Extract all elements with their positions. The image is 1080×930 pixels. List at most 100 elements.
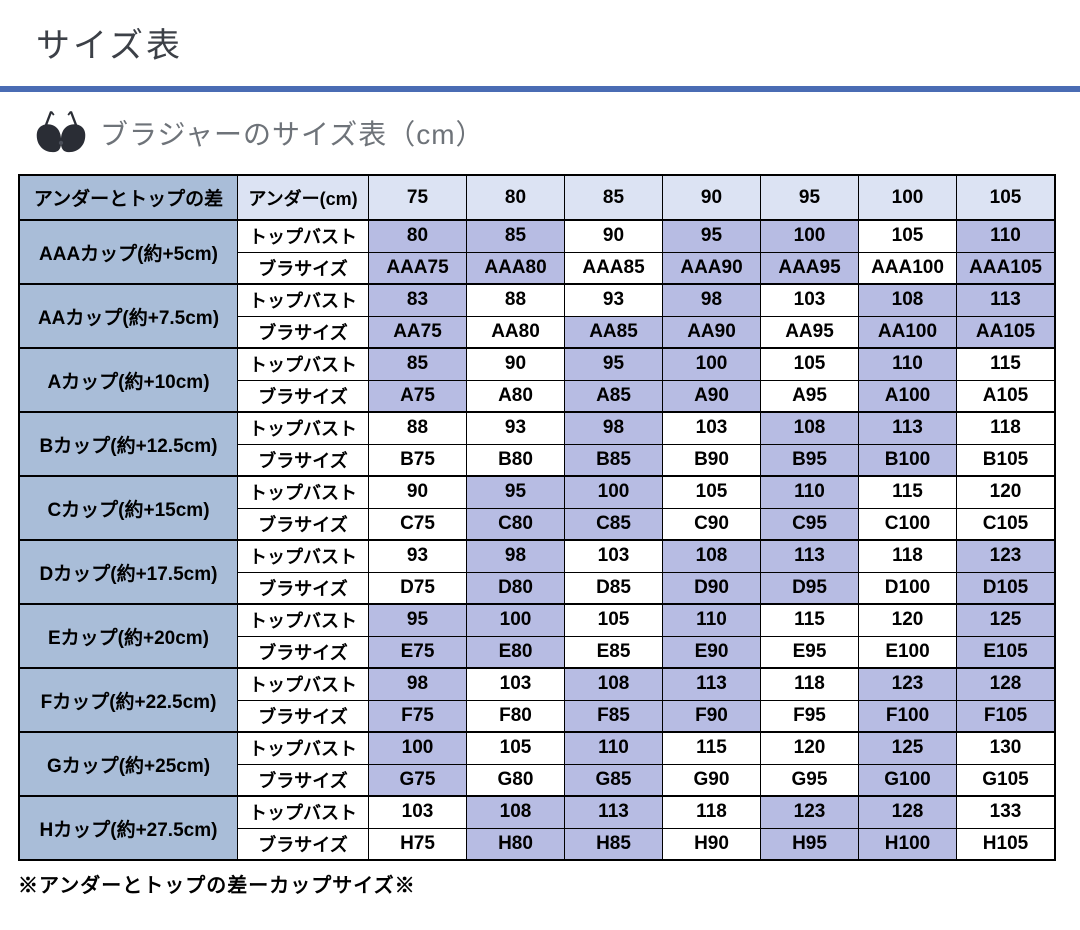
- table-row: ブラサイズ F75 F80 F85 F90 F95 F100 F105: [19, 699, 1056, 733]
- top-bust-cell: 120: [760, 731, 859, 765]
- row-label-top-bust: トップバスト: [237, 795, 369, 829]
- top-bust-cell: 128: [956, 667, 1056, 701]
- bra-size-cell: AAA105: [956, 251, 1056, 285]
- top-bust-cell: 98: [564, 411, 663, 445]
- bra-size-cell: C80: [466, 507, 565, 541]
- top-bust-cell: 105: [760, 347, 859, 381]
- bra-size-cell: C105: [956, 507, 1056, 541]
- bra-size-cell: C90: [662, 507, 761, 541]
- cup-label: Cカップ(約+15cm): [18, 475, 238, 541]
- bra-size-cell: E80: [466, 635, 565, 669]
- bra-size-cell: E95: [760, 635, 859, 669]
- bra-size-cell: D105: [956, 571, 1056, 605]
- cup-label: AAカップ(約+7.5cm): [18, 283, 238, 349]
- under-size-header-105: 105: [956, 174, 1056, 221]
- table-row: Cカップ(約+15cm) トップバスト 90 95 100 105 110 115 120: [18, 475, 1056, 541]
- table-row: ブラサイズ B75 B80 B85 B90 B95 B100 B105: [19, 443, 1056, 477]
- table-row: Eカップ(約+20cm) トップバスト 95 100 105 110 115 120 125: [18, 603, 1056, 669]
- table-row: Gカップ(約+25cm) トップバスト 100 105 110 115 120 125 130: [18, 731, 1056, 797]
- cup-label: Gカップ(約+25cm): [18, 731, 238, 797]
- bra-size-cell: D85: [564, 571, 663, 605]
- bra-size-cell: H75: [368, 827, 467, 861]
- page-title: サイズ表: [36, 27, 183, 65]
- table-header-row: アンダーとトップの差 アンダー(cm) 75 80 85 90 95 100 105: [18, 174, 1056, 221]
- top-bust-cell: 93: [466, 411, 565, 445]
- bra-size-cell: A105: [956, 379, 1056, 413]
- top-bust-cell: 100: [466, 603, 565, 637]
- bra-size-cell: B95: [760, 443, 859, 477]
- top-bust-cell: 120: [956, 475, 1056, 509]
- row-label-bra-size: ブラサイズ: [237, 571, 369, 605]
- bra-size-cell: A95: [760, 379, 859, 413]
- top-bust-cell: 93: [564, 283, 663, 317]
- row-label-top-bust: トップバスト: [237, 347, 369, 381]
- top-bust-cell: 103: [662, 411, 761, 445]
- table-row: Aカップ(約+10cm) トップバスト 85 90 95 100 105 110 115: [18, 347, 1056, 413]
- bra-size-cell: H100: [858, 827, 957, 861]
- top-bust-cell: 118: [760, 667, 859, 701]
- bra-size-cell: B90: [662, 443, 761, 477]
- bra-size-cell: AAA75: [368, 251, 467, 285]
- top-bust-cell: 100: [564, 475, 663, 509]
- top-bust-cell: 103: [368, 795, 467, 829]
- bra-size-cell: E85: [564, 635, 663, 669]
- footnote: ※アンダーとトップの差ーカップサイズ※: [18, 875, 416, 897]
- row-label-bra-size: ブラサイズ: [237, 699, 369, 733]
- bra-size-cell: H80: [466, 827, 565, 861]
- top-bust-cell: 105: [564, 603, 663, 637]
- top-bust-cell: 108: [466, 795, 565, 829]
- top-bust-cell: 103: [564, 539, 663, 573]
- top-bust-cell: 110: [564, 731, 663, 765]
- top-bust-cell: 125: [858, 731, 957, 765]
- top-bust-cell: 85: [466, 219, 565, 253]
- bra-size-cell: AAA100: [858, 251, 957, 285]
- bra-size-cell: F105: [956, 699, 1056, 733]
- bra-size-cell: AAA85: [564, 251, 663, 285]
- table-row: Hカップ(約+27.5cm) トップバスト 103 108 113 118 123 128 13…: [18, 795, 1056, 861]
- table-row: Fカップ(約+22.5cm) トップバスト 98 103 108 113 118 123 128: [18, 667, 1056, 733]
- bra-size-cell: G80: [466, 763, 565, 797]
- bra-size-cell: B105: [956, 443, 1056, 477]
- top-bust-cell: 103: [466, 667, 565, 701]
- bra-size-cell: AA75: [368, 315, 467, 349]
- cup-label: Hカップ(約+27.5cm): [18, 795, 238, 861]
- top-bust-cell: 118: [956, 411, 1056, 445]
- top-bust-cell: 83: [368, 283, 467, 317]
- row-label-top-bust: トップバスト: [237, 731, 369, 765]
- title-divider: [0, 86, 1080, 92]
- under-size-header-80: 80: [466, 174, 565, 221]
- top-bust-cell: 123: [956, 539, 1056, 573]
- top-bust-cell: 123: [858, 667, 957, 701]
- bra-size-cell: G105: [956, 763, 1056, 797]
- bra-size-cell: E90: [662, 635, 761, 669]
- table-row: ブラサイズ A75 A80 A85 A90 A95 A100 A105: [19, 379, 1056, 413]
- row-label-top-bust: トップバスト: [237, 283, 369, 317]
- bra-size-cell: AA100: [858, 315, 957, 349]
- bra-size-cell: A75: [368, 379, 467, 413]
- top-bust-cell: 113: [858, 411, 957, 445]
- bra-size-cell: F100: [858, 699, 957, 733]
- bra-size-cell: B100: [858, 443, 957, 477]
- table-row: AAAカップ(約+5cm) トップバスト 80 85 90 95 100 105 110: [18, 219, 1056, 285]
- table-row: ブラサイズ H75 H80 H85 H90 H95 H100 H105: [19, 827, 1056, 861]
- under-size-header-75: 75: [368, 174, 467, 221]
- table-row: ブラサイズ G75 G80 G85 G90 G95 G100 G105: [19, 763, 1056, 797]
- under-cm-header: アンダー(cm): [237, 174, 369, 221]
- bra-size-cell: AA95: [760, 315, 859, 349]
- bra-size-cell: H85: [564, 827, 663, 861]
- bra-size-cell: AA90: [662, 315, 761, 349]
- bra-size-cell: D80: [466, 571, 565, 605]
- row-label-top-bust: トップバスト: [237, 475, 369, 509]
- row-label-bra-size: ブラサイズ: [237, 507, 369, 541]
- bra-size-cell: D75: [368, 571, 467, 605]
- row-label-top-bust: トップバスト: [237, 219, 369, 253]
- top-bust-cell: 110: [760, 475, 859, 509]
- top-bust-cell: 88: [466, 283, 565, 317]
- top-bust-cell: 130: [956, 731, 1056, 765]
- top-bust-cell: 110: [662, 603, 761, 637]
- bra-size-cell: C75: [368, 507, 467, 541]
- top-bust-cell: 120: [858, 603, 957, 637]
- bra-size-cell: H90: [662, 827, 761, 861]
- top-bust-cell: 105: [466, 731, 565, 765]
- top-bust-cell: 100: [368, 731, 467, 765]
